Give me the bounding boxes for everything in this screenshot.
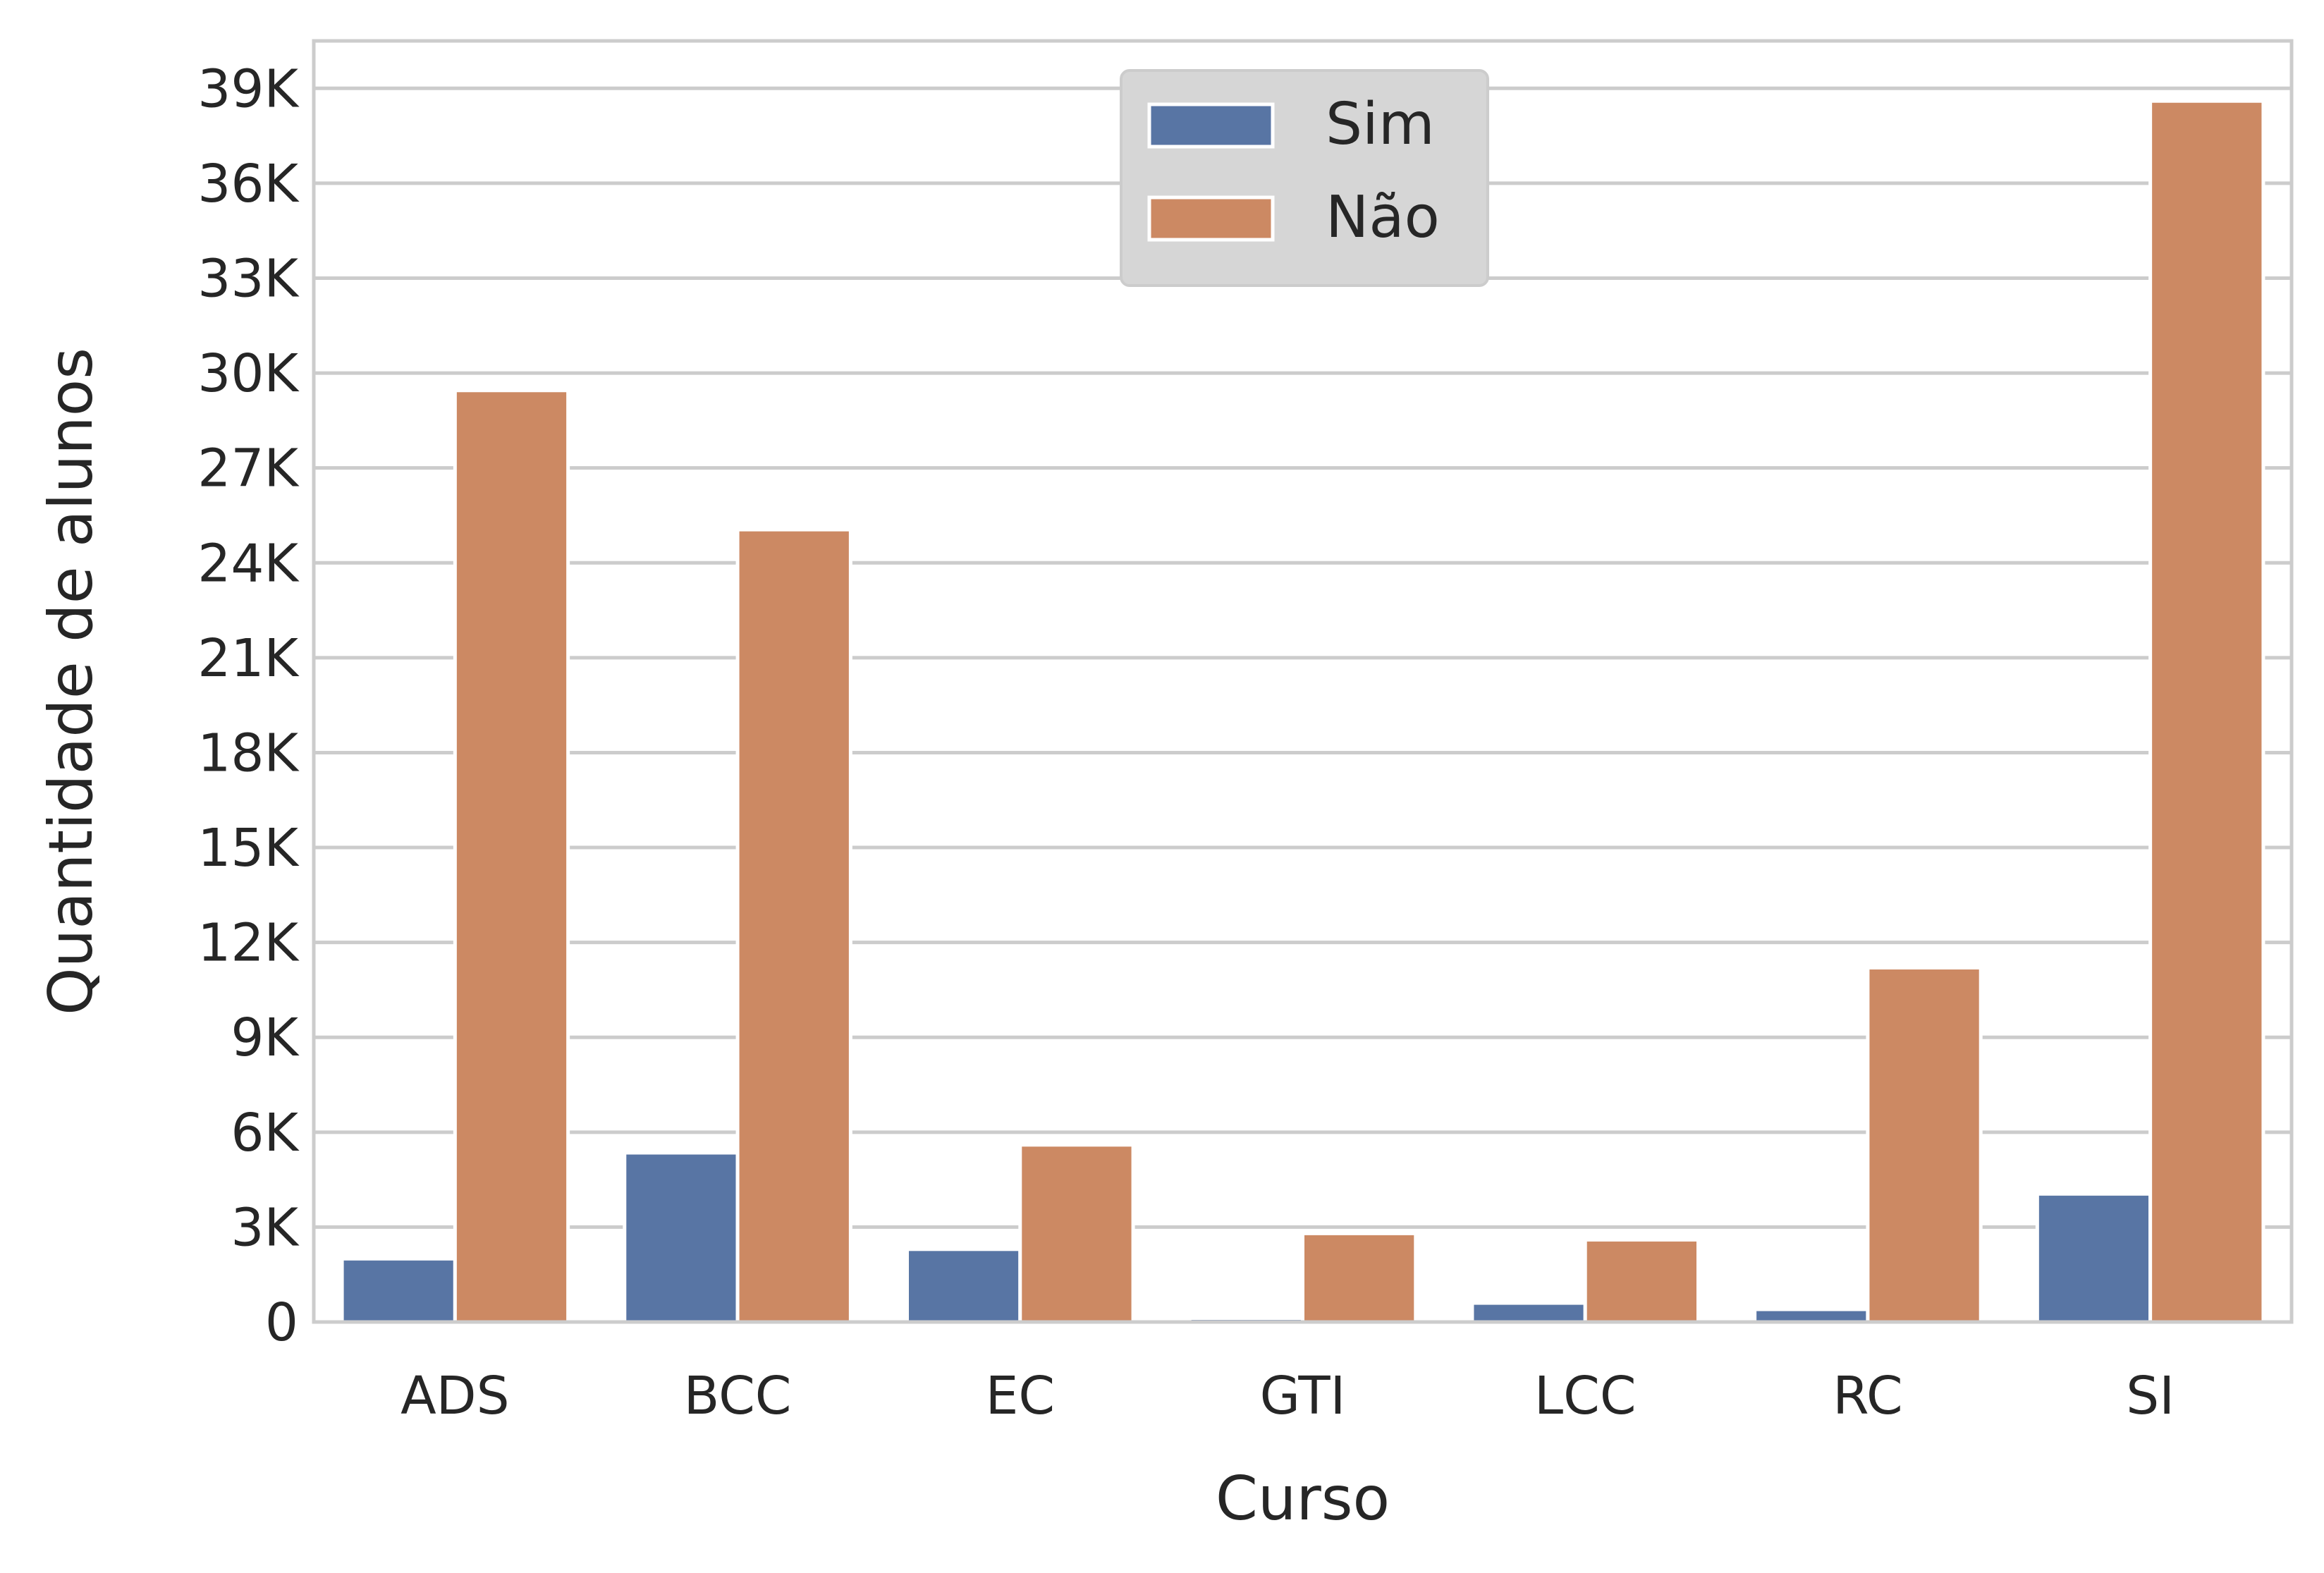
- y-tick-label: 15K: [197, 818, 300, 879]
- x-tick-label: ADS: [400, 1366, 510, 1426]
- y-tick-label: 3K: [231, 1197, 300, 1258]
- bar-Não-RC: [1866, 966, 1983, 1324]
- bar-Sim-BCC: [623, 1151, 740, 1324]
- y-tick-label: 12K: [197, 913, 300, 974]
- legend-label: Não: [1326, 184, 1440, 251]
- x-tick-label: LCC: [1534, 1366, 1637, 1426]
- x-tick-label: BCC: [684, 1366, 792, 1426]
- bar-Sim-RC: [1753, 1307, 1870, 1324]
- bar-Não-BCC: [735, 527, 852, 1324]
- bar-Não-ADS: [453, 388, 570, 1324]
- x-axis-label: Curso: [1216, 1464, 1390, 1534]
- plot-frame: [312, 39, 2294, 1324]
- bars: [340, 99, 2265, 1324]
- y-tick-label: 36K: [197, 154, 300, 214]
- x-tick-label: RC: [1833, 1366, 1902, 1426]
- y-tick-label: 33K: [197, 248, 300, 309]
- y-tick-label: 0: [265, 1292, 298, 1353]
- y-tick-label: 9K: [231, 1008, 300, 1068]
- bar-Não-SI: [2148, 99, 2265, 1324]
- y-tick-label: 30K: [197, 343, 300, 404]
- bar-Não-LCC: [1583, 1237, 1701, 1324]
- bar-Não-GTI: [1301, 1231, 1418, 1324]
- y-tick-label: 6K: [231, 1103, 300, 1163]
- bar-Sim-EC: [905, 1247, 1022, 1324]
- y-axis-ticks: 0 3K 6K 9K 12K 15K 18K 21K 24K 27K 30K 33K 36K 39K: [197, 59, 300, 1353]
- x-tick-label: EC: [986, 1366, 1055, 1426]
- y-axis-label: Quantidade de alunos: [36, 348, 106, 1015]
- legend-label: Sim: [1326, 91, 1435, 158]
- legend-swatch-Sim: [1147, 102, 1275, 149]
- bar-Sim-LCC: [1470, 1301, 1587, 1324]
- y-tick-label: 21K: [197, 628, 300, 689]
- x-tick-label: SI: [2126, 1366, 2175, 1426]
- y-tick-label: 18K: [197, 723, 300, 783]
- legend-swatch-Não: [1147, 195, 1275, 242]
- y-tick-label: 24K: [197, 533, 300, 594]
- bar-Sim-SI: [2035, 1192, 2153, 1324]
- y-tick-label: 39K: [197, 59, 300, 119]
- bar-Sim-ADS: [340, 1256, 457, 1324]
- x-tick-label: GTI: [1260, 1366, 1346, 1426]
- x-axis-ticks: ADS BCC EC GTI LCC RC SI: [400, 1366, 2175, 1426]
- bar-Não-EC: [1018, 1143, 1135, 1324]
- y-tick-label: 27K: [197, 439, 300, 499]
- legend: Sim Não: [1120, 69, 1489, 287]
